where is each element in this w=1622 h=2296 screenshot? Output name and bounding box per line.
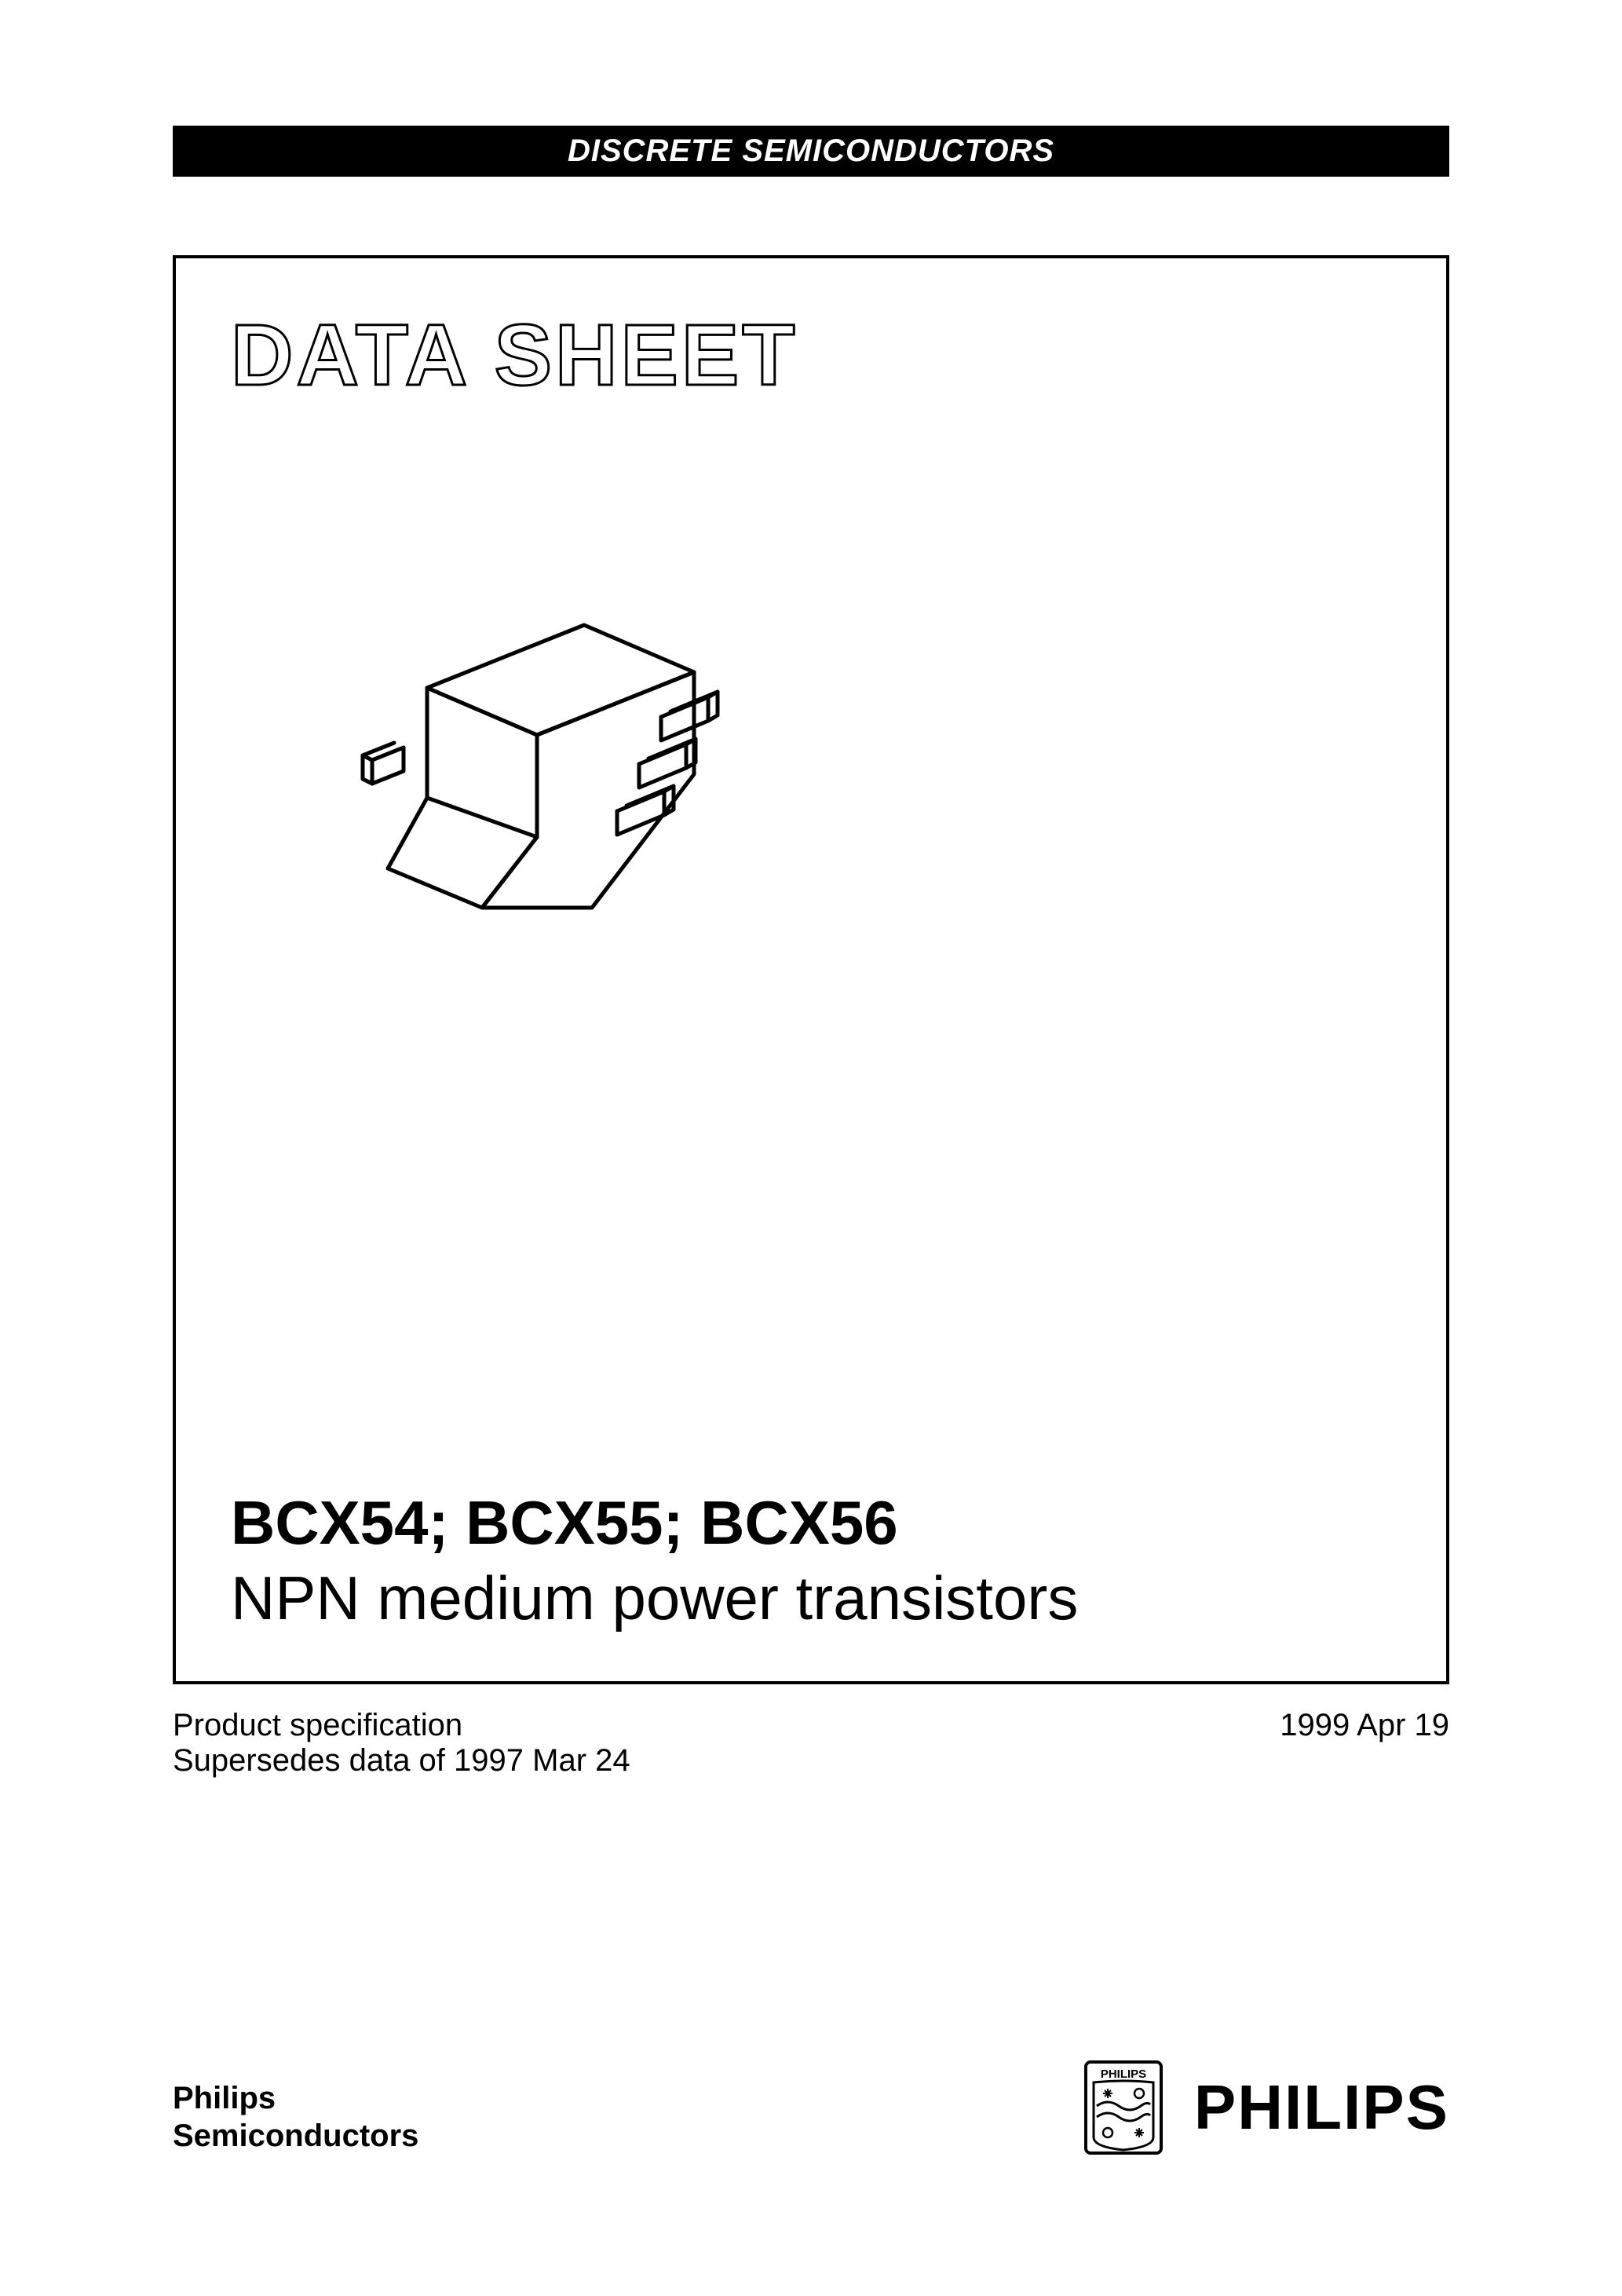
spec-line2: Supersedes data of 1997 Mar 24: [173, 1743, 630, 1779]
philips-shield-icon: PHILIPS: [1084, 2060, 1163, 2155]
spec-info: Product specification Supersedes data of…: [173, 1708, 1449, 1779]
spec-date: 1999 Apr 19: [1280, 1708, 1449, 1779]
footer: Philips Semiconductors PHILIPS PHILIPS: [173, 2060, 1449, 2155]
spec-line1: Product specification: [173, 1708, 630, 1743]
product-codes: BCX54; BCX55; BCX56: [231, 1487, 1078, 1559]
shield-text: PHILIPS: [1101, 2067, 1146, 2081]
footer-brand-block: PHILIPS PHILIPS: [1084, 2060, 1449, 2155]
page: DISCRETE SEMICONDUCTORS DATA SHEET: [0, 0, 1622, 2296]
datasheet-title: DATA SHEET: [231, 305, 1391, 405]
company-line1: Philips: [173, 2079, 418, 2117]
package-diagram: [325, 601, 733, 931]
spec-left: Product specification Supersedes data of…: [173, 1708, 630, 1779]
product-description: NPN medium power transistors: [231, 1563, 1078, 1634]
main-frame: DATA SHEET: [173, 255, 1449, 1684]
category-bar: DISCRETE SEMICONDUCTORS: [173, 126, 1449, 177]
footer-company: Philips Semiconductors: [173, 2079, 418, 2155]
company-line2: Semiconductors: [173, 2117, 418, 2155]
philips-wordmark: PHILIPS: [1194, 2071, 1449, 2144]
category-text: DISCRETE SEMICONDUCTORS: [568, 133, 1054, 168]
product-title-block: BCX54; BCX55; BCX56 NPN medium power tra…: [231, 1487, 1078, 1634]
